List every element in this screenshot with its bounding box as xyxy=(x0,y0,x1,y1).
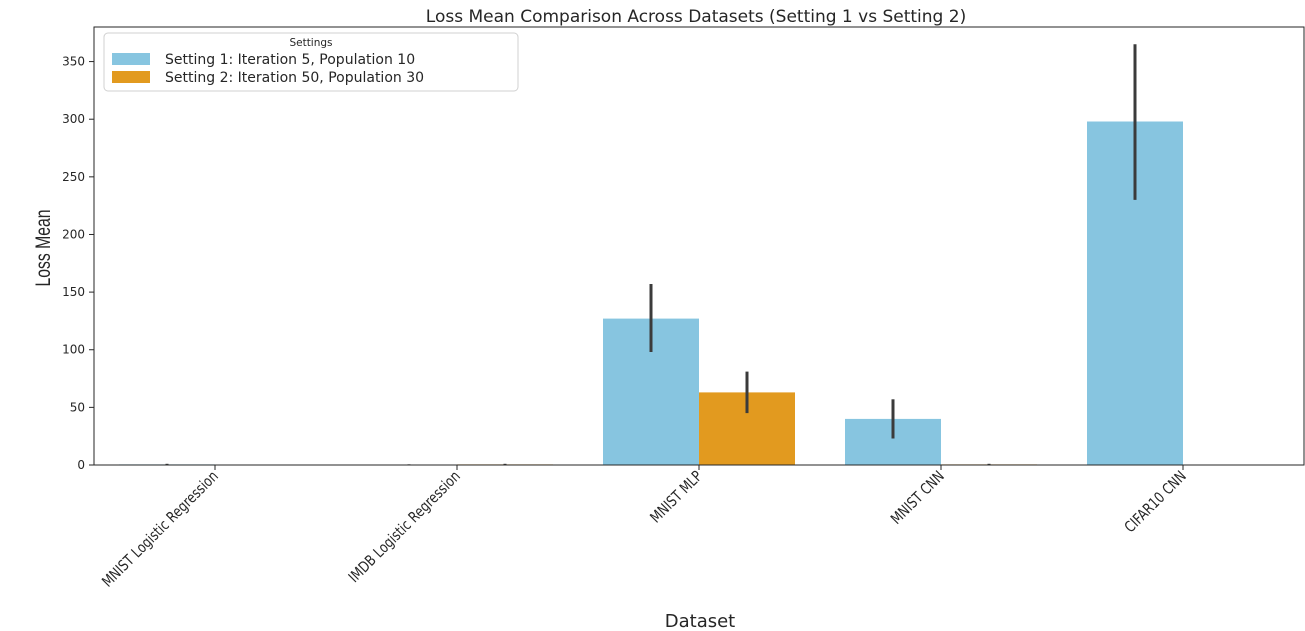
y-tick-label: 300 xyxy=(62,112,85,126)
x-axis-label: Dataset xyxy=(665,611,736,631)
x-tick-label: MNIST Logistic Regression xyxy=(99,468,222,591)
y-axis: 0 50 100 150 200 250 300 350 xyxy=(62,55,94,472)
legend-frame xyxy=(103,32,519,92)
y-tick-label: 100 xyxy=(62,343,85,357)
y-tick-label: 200 xyxy=(62,227,85,241)
plot-area xyxy=(93,26,1305,466)
x-tick-label: CIFAR10 CNN xyxy=(1121,468,1190,537)
legend-label-setting-1: Setting 1: Iteration 5, Population 10 xyxy=(165,52,415,68)
legend-title: Settings xyxy=(289,37,332,49)
y-tick-label: 150 xyxy=(62,285,85,299)
chart-title: Loss Mean Comparison Across Datasets (Se… xyxy=(426,7,966,27)
legend-swatch-setting-2 xyxy=(112,71,150,83)
x-tick-label: IMDB Logistic Regression xyxy=(345,468,464,587)
y-tick-label: 250 xyxy=(62,170,85,184)
y-tick-label: 350 xyxy=(62,55,85,69)
legend: Settings Setting 1: Iteration 5, Populat… xyxy=(103,32,519,92)
x-axis: MNIST Logistic Regression IMDB Logistic R… xyxy=(99,465,1190,591)
x-tick-label: MNIST MLP xyxy=(647,468,706,527)
bars xyxy=(119,121,1183,465)
y-tick-label: 0 xyxy=(77,458,85,472)
y-axis-label: Loss Mean xyxy=(31,210,55,287)
y-tick-label: 50 xyxy=(70,400,85,414)
x-tick-label: MNIST CNN xyxy=(888,468,949,529)
legend-swatch-setting-1 xyxy=(112,53,150,65)
legend-label-setting-2: Setting 2: Iteration 50, Population 30 xyxy=(165,70,424,86)
